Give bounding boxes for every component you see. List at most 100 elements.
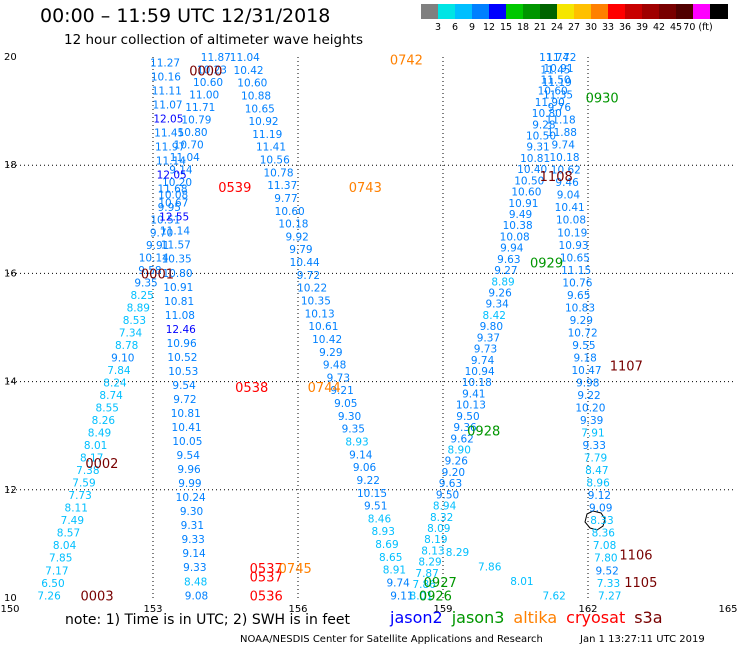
swh-value: 9.28 (532, 119, 555, 131)
pass-time-label: 0003 (81, 589, 114, 604)
swh-value: 8.46 (368, 513, 392, 525)
swh-value: 8.69 (375, 539, 398, 551)
x-tick-label: 165 (718, 604, 737, 615)
swh-value: 10.53 (168, 366, 198, 378)
page-subtitle: 12 hour collection of altimeter wave hei… (64, 32, 363, 48)
swh-value: 9.41 (462, 388, 485, 400)
swh-value: 9.33 (181, 534, 204, 546)
swh-value: 9.95 (158, 202, 181, 214)
swh-value: 8.96 (586, 478, 610, 490)
swh-value: 11.41 (256, 142, 286, 154)
scale-label: 70 (ft) (683, 22, 713, 33)
page-title: 00:00 – 11:59 UTC 12/31/2018 (40, 5, 331, 27)
scale-swatch (455, 4, 473, 19)
swh-value: 9.70 (150, 227, 173, 239)
swh-value: 10.72 (568, 327, 598, 339)
swh-value: 10.65 (245, 103, 275, 115)
y-tick-label: 18 (4, 160, 17, 171)
swh-value: 10.42 (234, 65, 264, 77)
swh-value: 10.96 (167, 338, 197, 350)
swh-value: 7.73 (68, 490, 91, 502)
swh-value: 9.73 (474, 344, 497, 356)
swh-value: 9.91 (146, 240, 169, 252)
swh-value: 9.33 (583, 440, 606, 452)
swh-value: 9.94 (500, 243, 524, 255)
pass-time-label: 1105 (624, 576, 657, 591)
swh-value: 8.89 (491, 276, 514, 288)
swh-value: 8.89 (127, 302, 150, 314)
swh-value: 9.50 (436, 489, 459, 501)
swh-value: 10.62 (551, 165, 581, 177)
swh-value: 9.72 (173, 394, 196, 406)
scale-label: 24 (550, 22, 564, 33)
swh-value: 9.74 (552, 140, 576, 152)
scale-swatch (540, 4, 558, 19)
swh-value: 7.33 (597, 578, 620, 590)
swh-value: 9.14 (349, 449, 373, 461)
swh-value: 10.78 (263, 167, 293, 179)
swh-value: 10.18 (549, 152, 579, 164)
swh-value: 11.04 (230, 52, 260, 64)
swh-value: 10.76 (562, 277, 592, 289)
legend-item-altika: altika (513, 608, 558, 627)
pass-time-label: 1106 (619, 549, 652, 564)
scale-swatch (710, 4, 728, 19)
swh-value: 9.99 (178, 478, 201, 490)
y-tick-label: 10 (4, 593, 17, 604)
swh-value: 7.59 (72, 478, 95, 490)
swh-value: 8.49 (88, 428, 111, 440)
swh-value: 11.57 (161, 240, 191, 252)
swh-value: 7.27 (598, 590, 621, 602)
swh-value: 8.19 (424, 534, 447, 546)
legend-item-jason2: jason2 (390, 608, 443, 627)
swh-value: 8.13 (421, 545, 444, 557)
swh-value: 8.47 (585, 465, 608, 477)
swh-value: 8.78 (115, 340, 138, 352)
swh-value: 8.94 (433, 501, 457, 513)
swh-value: 10.79 (181, 115, 211, 127)
swh-value: 11.35 (543, 90, 573, 102)
scale-swatch (676, 4, 694, 19)
swh-value: 10.44 (290, 257, 320, 269)
swh-value: 9.09 (589, 503, 612, 515)
swh-value: 10.50 (514, 175, 544, 187)
swh-value: 7.34 (119, 327, 143, 339)
swh-value: 7.87 (415, 568, 438, 580)
pass-time-label: 1107 (610, 359, 643, 374)
swh-value: 10.51 (150, 215, 180, 227)
swh-value: 10.67 (158, 198, 188, 210)
swh-value: 10.52 (167, 352, 197, 364)
pass-time-label: 0000 (189, 65, 222, 80)
swh-value: 10.81 (171, 408, 201, 420)
swh-value: 10.18 (278, 219, 308, 231)
y-tick-label: 16 (4, 268, 17, 279)
swh-value: 9.79 (289, 244, 312, 256)
swh-value: 9.30 (338, 411, 361, 423)
swh-value: 10.18 (462, 377, 492, 389)
pass-time-label: 0539 (218, 181, 251, 196)
pass-time-label: 0536 (250, 589, 283, 604)
swh-value: 10.19 (557, 227, 587, 239)
pass-time-label: 0537 (250, 570, 283, 585)
swh-value: 9.05 (334, 398, 357, 410)
swh-value: 8.24 (103, 377, 127, 389)
swh-value: 10.35 (301, 296, 331, 308)
swh-value: 9.65 (567, 290, 590, 302)
swh-value: 9.46 (555, 177, 579, 189)
swh-value: 10.38 (503, 220, 533, 232)
swh-value: 9.08 (185, 590, 208, 602)
scale-swatch (472, 4, 490, 19)
scale-label: 36 (618, 22, 632, 33)
x-tick-label: 159 (433, 604, 452, 615)
swh-value: 10.94 (465, 366, 495, 378)
swh-value: 11.07 (153, 99, 183, 111)
x-tick-label: 156 (288, 604, 307, 615)
swh-value: 9.30 (180, 506, 203, 518)
swh-value: 8.91 (383, 565, 406, 577)
swh-value: 10.60 (511, 187, 541, 199)
swh-value: 10.81 (164, 296, 194, 308)
swh-value: 9.36 (453, 422, 477, 434)
swh-value: 10.13 (456, 400, 486, 412)
swh-value: 9.92 (285, 231, 308, 243)
swh-value: 9.12 (588, 490, 611, 502)
